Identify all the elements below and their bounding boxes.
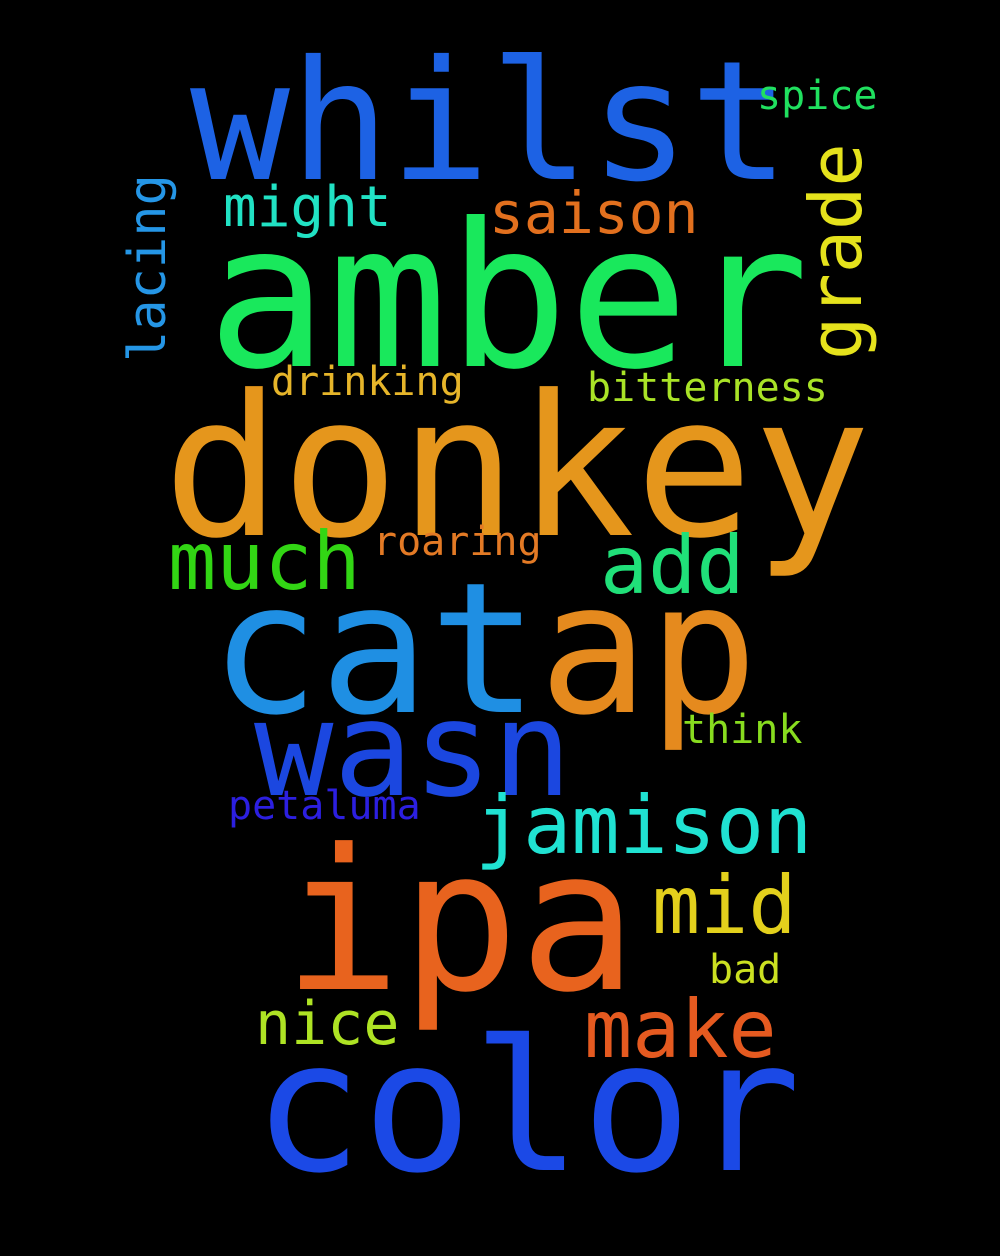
word-bitterness: bitterness: [587, 365, 828, 411]
word-much: much: [168, 515, 361, 608]
word-lacing: lacing: [118, 174, 178, 362]
word-catap-part-orange: ap: [538, 543, 758, 755]
word-donkey: donkey: [163, 354, 872, 582]
word-spice: spice: [757, 73, 878, 119]
word-color: color: [253, 1001, 801, 1213]
word-jamison: jamison: [475, 779, 813, 872]
word-ipa: ipa: [283, 808, 638, 1036]
word-roaring: roaring: [373, 519, 542, 565]
word-saison: saison: [489, 179, 699, 247]
word-make: make: [584, 983, 777, 1076]
word-add: add: [600, 519, 745, 612]
word-might: might: [223, 175, 392, 240]
word-petaluma: petaluma: [228, 783, 421, 829]
word-nice: nice: [255, 989, 400, 1059]
word-whilst: whilst: [190, 26, 790, 219]
word-catap: catap: [210, 558, 758, 740]
word-mid: mid: [652, 859, 797, 952]
word-wasn: wasn: [254, 673, 572, 827]
word-catap-part-blue: cat: [210, 543, 539, 755]
word-drinking: drinking: [271, 359, 464, 405]
word-think: think: [682, 707, 803, 753]
word-grade: grade: [794, 143, 878, 360]
word-amber: amber: [207, 181, 810, 414]
word-bad: bad: [709, 947, 782, 993]
